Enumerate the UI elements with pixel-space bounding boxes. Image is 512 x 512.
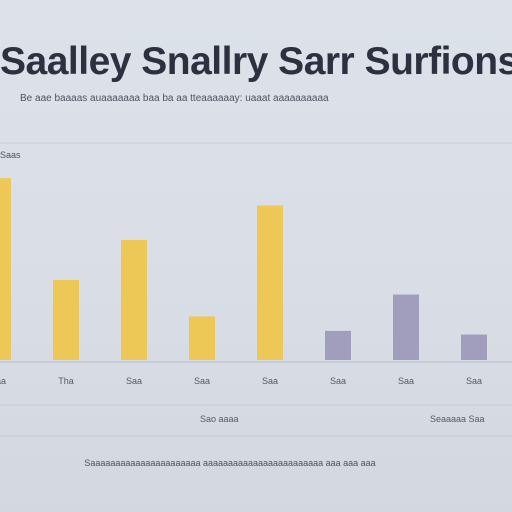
x-tick-label-2: Saa bbox=[126, 376, 142, 386]
x-tick-label-1: Tha bbox=[58, 376, 74, 386]
footer-center-label: Sao aaaa bbox=[200, 414, 239, 424]
bar-3 bbox=[189, 316, 215, 360]
bars bbox=[0, 178, 487, 360]
x-tick-label-4: Saa bbox=[262, 376, 278, 386]
x-tick-label-0: Saa bbox=[0, 376, 6, 386]
x-tick-label-5: Saa bbox=[330, 376, 346, 386]
bar-5 bbox=[325, 330, 351, 360]
chart-caption: Saaaaaaaaaaaaaaaaaaaaaa aaaaaaaaaaaaaaaa… bbox=[84, 458, 376, 468]
bar-2 bbox=[121, 240, 147, 360]
x-tick-label-3: Saa bbox=[194, 376, 210, 386]
bar-1 bbox=[53, 280, 79, 360]
chart-title: Saalley Snallry Sarr Surfions bbox=[0, 40, 512, 83]
footer-right-label: Seaaaaa Saa bbox=[430, 414, 485, 424]
gridlines bbox=[0, 142, 512, 437]
bar-0 bbox=[0, 178, 11, 360]
bar-6 bbox=[393, 294, 419, 360]
bar-7 bbox=[461, 334, 487, 360]
x-tick-label-6: Saa bbox=[398, 376, 414, 386]
y-axis-label: Saas bbox=[0, 150, 21, 160]
x-tick-label-7: Saa bbox=[466, 376, 482, 386]
chart-subtitle: Be aae baaaas auaaaaaaa baa ba aa tteaaa… bbox=[20, 93, 329, 104]
x-tick-labels: Saa Tha Saa Saa Saa Saa Saa Saa bbox=[0, 376, 482, 386]
bar-4 bbox=[257, 205, 283, 360]
